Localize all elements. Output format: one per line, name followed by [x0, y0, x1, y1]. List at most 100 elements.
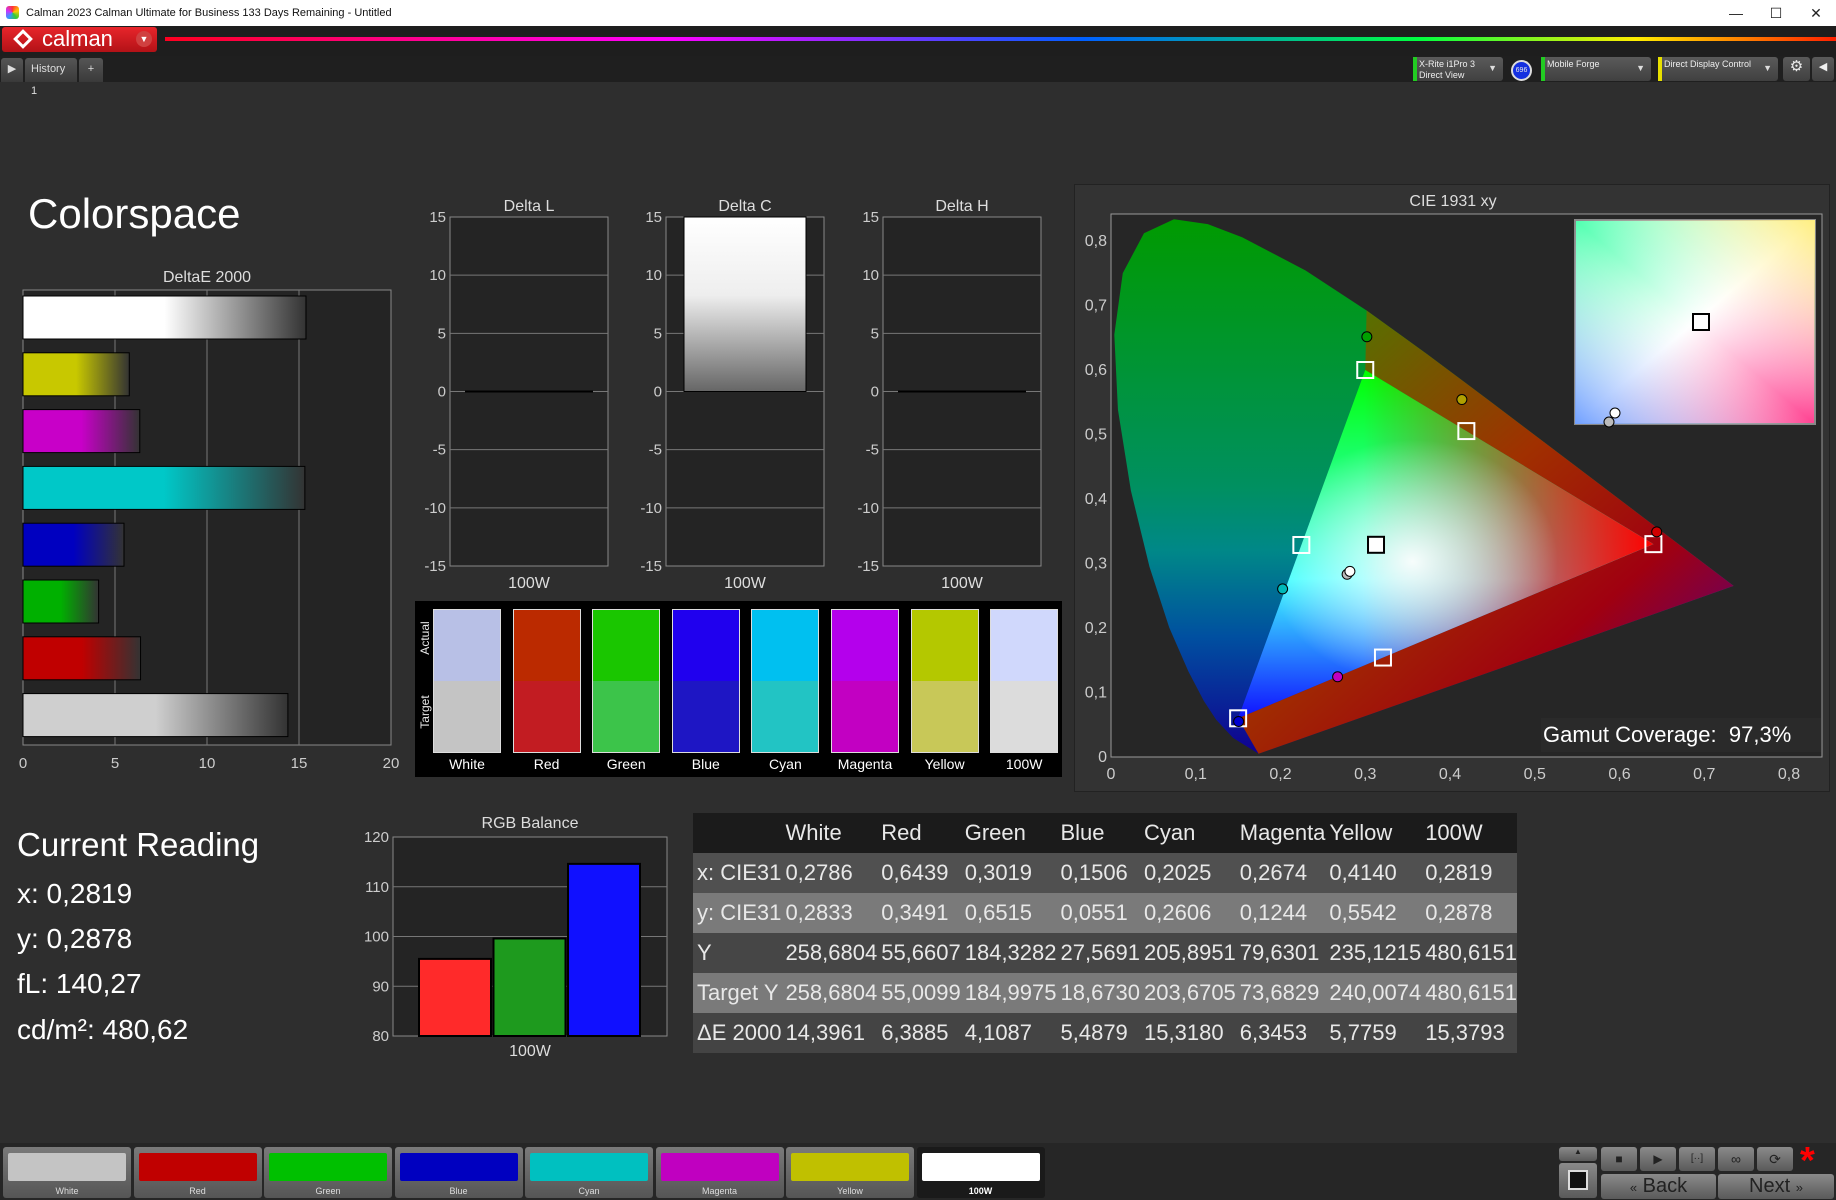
x-tick-label: 0,1 — [1185, 766, 1207, 783]
target-color — [832, 681, 898, 752]
gamut-value: 97,3% — [1728, 722, 1792, 747]
meter-selector[interactable]: X-Rite i1Pro 3 Direct View ▼ — [1413, 57, 1503, 81]
column-header: Magenta — [1239, 820, 1326, 845]
table-row: x: CIE31 0,2786 0,6439 0,3019 0,1506 0,2025 0,… — [693, 853, 1517, 893]
y-tick-label: 10 — [862, 267, 879, 284]
meter-mode: Direct View — [1419, 70, 1465, 80]
patch-button-yellow[interactable]: Yellow — [786, 1147, 914, 1198]
swatch-label: Green — [606, 756, 646, 772]
table-cell: 15,3793 — [1425, 1020, 1505, 1045]
menu-bar — [0, 26, 1836, 56]
chevron-down-icon: ▼ — [1763, 63, 1772, 73]
tab-row: ▶ History 1 + X-Rite i1Pro 3 Direct View ▼… — [0, 56, 1836, 97]
target-gamut-white-overlay — [1238, 370, 1654, 719]
play-icon[interactable]: ▶ — [1, 58, 23, 82]
deltae-title: DeltaE 2000 — [162, 269, 252, 286]
display-name: Direct Display Control — [1664, 59, 1752, 69]
gear-icon[interactable]: ⚙ — [1783, 57, 1810, 81]
display-selector[interactable]: Direct Display Control ▼ — [1658, 57, 1778, 81]
target-color — [911, 681, 978, 752]
next-button[interactable]: Next » — [1718, 1174, 1834, 1199]
table-row: Target Y 258,6804 55,0099 184,9975 18,6730 20… — [693, 973, 1517, 1013]
x-tick-label: 0,8 — [1778, 766, 1800, 783]
source-selector[interactable]: Mobile Forge ▼ — [1541, 57, 1651, 81]
page-title: Colorspace — [28, 190, 241, 237]
stop-button[interactable]: ■ — [1601, 1147, 1637, 1171]
back-button[interactable]: « Back — [1601, 1174, 1716, 1199]
table-cell: 5,7759 — [1329, 1020, 1397, 1045]
x-category-label: 100W — [724, 575, 767, 590]
collapse-icon[interactable]: ◀ — [1812, 57, 1834, 81]
stop-measure-button[interactable] — [1559, 1163, 1597, 1198]
patch-button-green[interactable]: Green — [264, 1147, 392, 1198]
table-cell: 0,1506 — [1060, 860, 1128, 885]
table-cell: 0,3491 — [881, 900, 949, 925]
swatch-label: Blue — [691, 756, 720, 772]
meter-badge[interactable]: 696 — [1511, 60, 1532, 81]
bar-red — [418, 957, 492, 1037]
back-icon: « — [1629, 1180, 1638, 1195]
y-tick-label: 0,7 — [1085, 298, 1107, 315]
swatch-100w — [990, 609, 1059, 753]
actual-color — [513, 610, 580, 681]
column-header: White — [785, 820, 842, 845]
target-label: Target — [418, 695, 432, 729]
reading-y: y: 0,2878 — [17, 923, 133, 954]
continuous-icon[interactable]: ∞ — [1718, 1147, 1754, 1171]
y-tick-label: 10 — [645, 267, 662, 284]
patch-color — [399, 1153, 518, 1181]
table-cell: 184,9975 — [964, 980, 1057, 1005]
column-header — [693, 813, 781, 853]
y-tick-label: -15 — [857, 558, 879, 575]
patch-button-magenta[interactable]: Magenta — [655, 1147, 784, 1198]
up-arrow-button[interactable]: ▲ — [1559, 1147, 1597, 1161]
add-tab-button[interactable]: + — [79, 58, 103, 82]
swatch-green — [592, 609, 661, 753]
bar-white — [22, 693, 289, 738]
source-name: Mobile Forge — [1547, 59, 1600, 69]
tab-history-1[interactable]: History 1 — [25, 58, 77, 97]
y-tick-label: 0 — [1098, 749, 1107, 766]
table-cell: 205,8951 — [1144, 940, 1236, 965]
y-tick-label: 0,1 — [1085, 685, 1107, 702]
patch-button-blue[interactable]: Blue — [394, 1147, 523, 1198]
calman-menu-button[interactable]: calman ▼ — [2, 27, 157, 52]
current-reading-title: Current Reading — [17, 826, 260, 863]
target-color — [513, 681, 580, 752]
actual-color — [911, 610, 978, 681]
swatch-white — [433, 609, 501, 753]
table-cell: 55,6607 — [881, 940, 961, 965]
bar-blue — [567, 862, 641, 1037]
gamut-label: Gamut Coverage: — [1543, 722, 1717, 747]
actual-color — [832, 610, 898, 681]
measured-point-red — [1651, 526, 1663, 538]
patch-button-red[interactable]: Red — [133, 1147, 262, 1198]
next-label: Next — [1749, 1175, 1791, 1197]
minimize-button[interactable]: — — [1729, 5, 1743, 21]
table-cell: 184,3282 — [964, 940, 1057, 965]
patch-button-100w[interactable]: 100W — [916, 1147, 1045, 1198]
x-tick-label: 5 — [111, 755, 119, 772]
patch-button-cyan[interactable]: Cyan — [525, 1147, 653, 1198]
table-cell: 480,6151 — [1425, 940, 1517, 965]
y-tick-label: -5 — [866, 442, 879, 459]
table-cell: 0,4140 — [1329, 860, 1397, 885]
target-color — [593, 681, 660, 752]
target-color — [672, 681, 739, 752]
close-button[interactable]: ✕ — [1810, 5, 1822, 21]
table-cell: x: CIE31 — [697, 860, 782, 885]
table-cell: 480,6151 — [1425, 980, 1517, 1005]
y-tick-label: 15 — [645, 209, 662, 226]
x-category-label: 100W — [941, 575, 984, 590]
swatch-magenta — [831, 609, 899, 753]
refresh-icon[interactable]: ⟳ — [1757, 1147, 1793, 1171]
play-button[interactable]: ▶ — [1640, 1147, 1676, 1171]
maximize-button[interactable]: ☐ — [1769, 5, 1783, 21]
cie-title: CIE 1931 xy — [1409, 193, 1497, 210]
target-color — [991, 681, 1058, 752]
chart-title: Delta C — [718, 198, 771, 215]
patch-button-white[interactable]: White — [3, 1147, 131, 1198]
read-series-button[interactable]: [··] — [1679, 1147, 1715, 1171]
actual-color — [593, 610, 660, 681]
reading-cdm2: cd/m²: 480,62 — [17, 1014, 189, 1045]
